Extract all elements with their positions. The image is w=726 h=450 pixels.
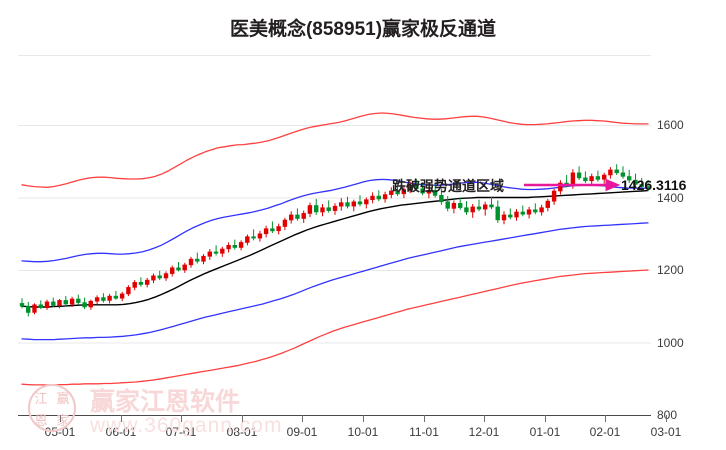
x-axis-tick: [242, 415, 243, 422]
x-axis-tick: [484, 415, 485, 422]
x-axis-tick-label: 09-01: [286, 425, 318, 439]
x-axis-tick: [424, 415, 425, 422]
x-axis-tick-label: 07-01: [165, 425, 197, 439]
x-axis-tick-label: 06-01: [105, 425, 137, 439]
x-axis-tick-label: 11-01: [409, 425, 439, 439]
x-axis-tick: [121, 415, 122, 422]
x-axis-tick: [545, 415, 546, 422]
x-axis-tick-label: 12-01: [468, 425, 500, 439]
x-axis-tick: [363, 415, 364, 422]
x-axis-tick-label: 01-01: [529, 425, 561, 439]
x-axis-tick: [60, 415, 61, 422]
y-axis-tick-label: 1200: [657, 263, 684, 277]
x-axis-tick-label: 03-01: [650, 425, 682, 439]
y-axis-tick-label: 1000: [657, 335, 684, 350]
y-axis-tick-label: 800: [657, 408, 678, 422]
x-axis-tick-label: 02-01: [589, 425, 621, 439]
x-axis-line: [18, 415, 651, 416]
x-axis-tick: [666, 415, 667, 422]
x-axis-tick: [302, 415, 303, 422]
y-axis-tick-label: 1400: [657, 190, 684, 205]
last-price-label: 1426.3116: [621, 177, 687, 193]
x-axis-tick: [605, 415, 606, 422]
gridlines: [18, 55, 651, 416]
channel-bands: [21, 112, 649, 386]
candlestick-series: [19, 164, 651, 317]
x-axis-tick-label: 08-01: [226, 425, 258, 439]
annotation-label: 跌破强势通道区域: [392, 178, 504, 194]
page-title: 医美概念(858951)赢家极反通道: [229, 19, 497, 40]
x-axis-tick-label: 10-01: [347, 425, 379, 439]
x-axis-tick-label: 05-01: [44, 425, 76, 439]
x-axis-tick: [181, 415, 182, 422]
y-axis-tick-label: 1600: [657, 118, 684, 132]
annotation-arrow: [524, 178, 621, 192]
